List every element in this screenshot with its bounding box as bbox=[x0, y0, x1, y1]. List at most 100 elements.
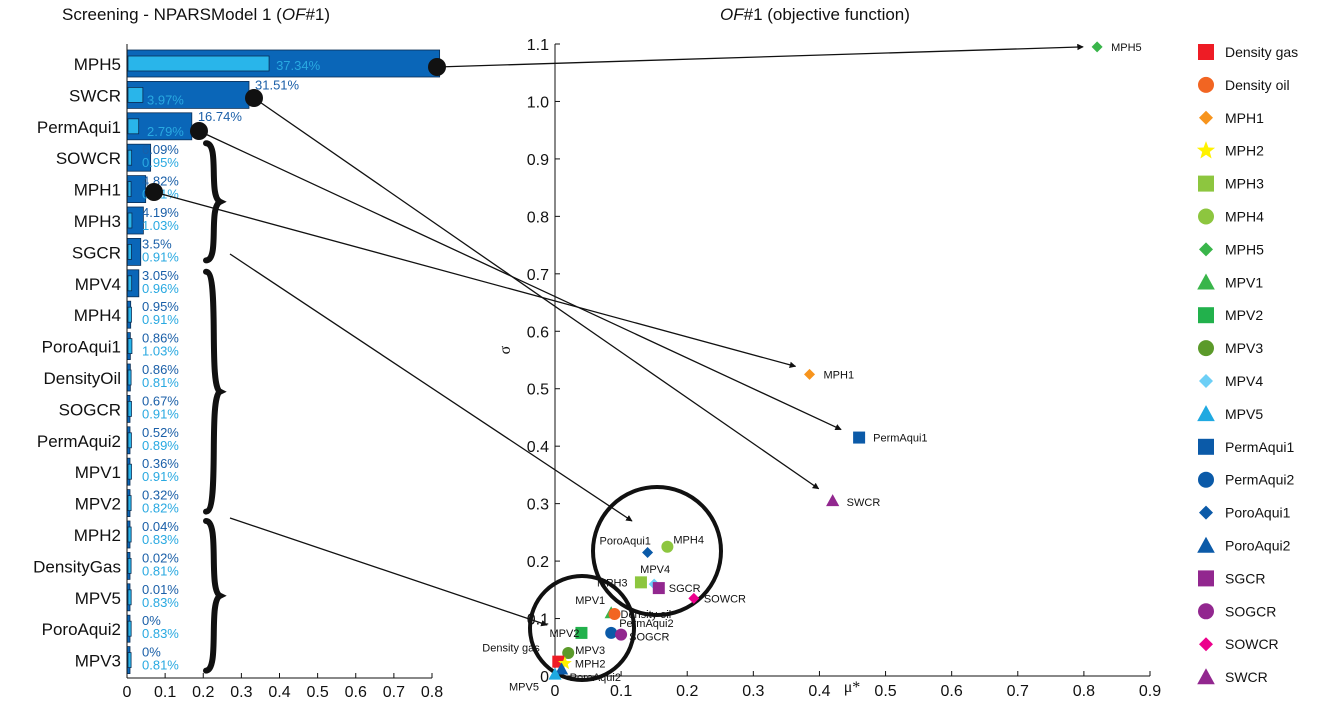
category-label: SOWCR bbox=[56, 149, 121, 168]
bar-secondary bbox=[127, 338, 133, 355]
pct-label-primary: 37.34% bbox=[276, 58, 321, 73]
category-label: MPV1 bbox=[75, 463, 121, 482]
marker-circle bbox=[1198, 340, 1214, 357]
bar-title-part-b: OF bbox=[282, 5, 307, 24]
marker-circle bbox=[1198, 603, 1214, 620]
pct-label-secondary: 0.82% bbox=[142, 501, 179, 516]
scatter-y-tick-label: 0.4 bbox=[527, 439, 549, 456]
marker-square bbox=[1198, 175, 1214, 192]
marker-circle bbox=[1198, 76, 1214, 93]
pct-label-secondary: 1.03% bbox=[142, 218, 179, 233]
bar-secondary bbox=[127, 558, 132, 574]
legend-label: MPH5 bbox=[1225, 241, 1264, 257]
cluster-circles bbox=[528, 485, 723, 682]
scatter-y-tick-label: 0.6 bbox=[527, 324, 549, 341]
marker-circle bbox=[605, 626, 618, 639]
bar-series-primary bbox=[126, 49, 441, 674]
connector-dot bbox=[190, 122, 208, 140]
legend-label: SOWCR bbox=[1225, 636, 1279, 652]
bar-title-part-c: #1) bbox=[305, 5, 330, 24]
pct-label-primary: 31.51% bbox=[255, 77, 300, 92]
point-label: MPV1 bbox=[575, 595, 605, 607]
category-label: MPH4 bbox=[74, 306, 121, 325]
marker-diamond bbox=[1091, 41, 1103, 53]
marker-triangle bbox=[826, 494, 840, 507]
bar-x-tick-label: 0.7 bbox=[383, 684, 405, 701]
pct-label-secondary: 0.91% bbox=[142, 312, 179, 327]
point-label: SOGCR bbox=[629, 632, 669, 644]
scatter-points bbox=[548, 41, 1103, 680]
marker-square bbox=[1198, 307, 1214, 324]
pct-label-primary: 0% bbox=[142, 613, 161, 628]
pct-label-secondary: 0.89% bbox=[142, 438, 179, 453]
category-label: PermAqui1 bbox=[37, 118, 121, 137]
pct-label-secondary: 1.03% bbox=[142, 344, 179, 359]
legend-label: MPH1 bbox=[1225, 110, 1264, 126]
bar-x-tick-label: 0 bbox=[123, 684, 132, 701]
scatter-y-tick-label: 0.5 bbox=[527, 382, 549, 399]
marker-square bbox=[575, 626, 588, 639]
legend-label: PermAqui1 bbox=[1225, 439, 1294, 455]
point-label: MPH5 bbox=[1111, 42, 1142, 54]
scatter-x-tick-label: 0.3 bbox=[742, 683, 764, 700]
bar-secondary bbox=[127, 87, 144, 103]
legend-item: MPH3 bbox=[1198, 175, 1264, 192]
pct-label-secondary: 0.83% bbox=[142, 595, 179, 610]
pct-label-secondary: 0.83% bbox=[142, 532, 179, 547]
category-label: MPH3 bbox=[74, 212, 121, 231]
bar-x-ticks: 0 0.1 0.2 0.3 0.4 0.5 0.6 0.7 0.8 bbox=[123, 673, 443, 701]
legend-label: MPV5 bbox=[1225, 406, 1263, 422]
pct-label-secondary: 0.91% bbox=[142, 406, 179, 421]
connector-arrow bbox=[253, 97, 820, 490]
marker-square bbox=[634, 576, 647, 589]
category-label: MPH5 bbox=[74, 55, 121, 74]
legend-label: PoroAqui1 bbox=[1225, 505, 1291, 521]
category-label: MPV4 bbox=[75, 275, 121, 294]
category-label: SOGCR bbox=[59, 400, 121, 419]
pct-label-secondary: 0.91% bbox=[142, 249, 179, 264]
group-brace bbox=[203, 268, 227, 515]
category-label: DensityGas bbox=[33, 557, 121, 576]
bar-series-secondary bbox=[127, 55, 270, 668]
legend-label: MPV2 bbox=[1225, 307, 1263, 323]
legend: Density gas Density oil MPH1 MPH2 MPH3 MPH4 MP… bbox=[1196, 44, 1298, 685]
pct-label-primary: 0.04% bbox=[142, 519, 179, 534]
scatter-title-part-c: #1 (objective function) bbox=[744, 5, 910, 24]
pct-label-primary: 0% bbox=[142, 645, 161, 660]
marker-star bbox=[558, 656, 572, 670]
marker-circle bbox=[1198, 208, 1214, 225]
connector-arrow bbox=[229, 517, 548, 627]
legend-item: PoroAqui2 bbox=[1197, 536, 1291, 554]
legend-item: MPV3 bbox=[1198, 340, 1263, 357]
scatter-title-part-b: OF bbox=[720, 5, 745, 24]
marker-diamond bbox=[1199, 374, 1213, 388]
connector-dot bbox=[428, 58, 446, 76]
scatter-x-tick-label: 0.9 bbox=[1139, 683, 1161, 700]
bar-secondary bbox=[127, 369, 132, 386]
scatter-x-axis-label: μ* bbox=[844, 679, 861, 696]
point-label: PermAqui2 bbox=[619, 618, 673, 630]
bar-axis bbox=[126, 44, 432, 679]
pct-label-secondary: 0.81% bbox=[142, 658, 179, 673]
pct-label-primary: 0.32% bbox=[142, 488, 179, 503]
scatter-y-tick-label: 0.8 bbox=[527, 209, 549, 226]
bar-x-tick-label: 0.4 bbox=[268, 684, 290, 701]
point-label: Density gas bbox=[482, 643, 540, 655]
marker-circle bbox=[562, 647, 575, 660]
category-label: PermAqui2 bbox=[37, 432, 121, 451]
point-label: PoroAqui2 bbox=[570, 672, 621, 684]
bar-secondary bbox=[127, 432, 132, 449]
marker-diamond bbox=[1199, 505, 1213, 520]
marker-triangle bbox=[1197, 273, 1215, 290]
bar-percent-labels: 37.34%31.51%3.97%16.74%2.79%6.09%0.95%4.… bbox=[142, 58, 321, 673]
legend-label: MPH2 bbox=[1225, 143, 1264, 159]
legend-item: SOGCR bbox=[1198, 603, 1276, 620]
pct-label-primary: 0.01% bbox=[142, 582, 179, 597]
scatter-y-tick-label: 0.2 bbox=[527, 554, 549, 571]
legend-item: SOWCR bbox=[1199, 636, 1279, 652]
pct-label-primary: 0.36% bbox=[142, 456, 179, 471]
bar-title-part-a: Screening - NPARSModel 1 ( bbox=[62, 5, 282, 24]
category-label: SGCR bbox=[72, 243, 121, 262]
marker-triangle bbox=[555, 662, 569, 675]
